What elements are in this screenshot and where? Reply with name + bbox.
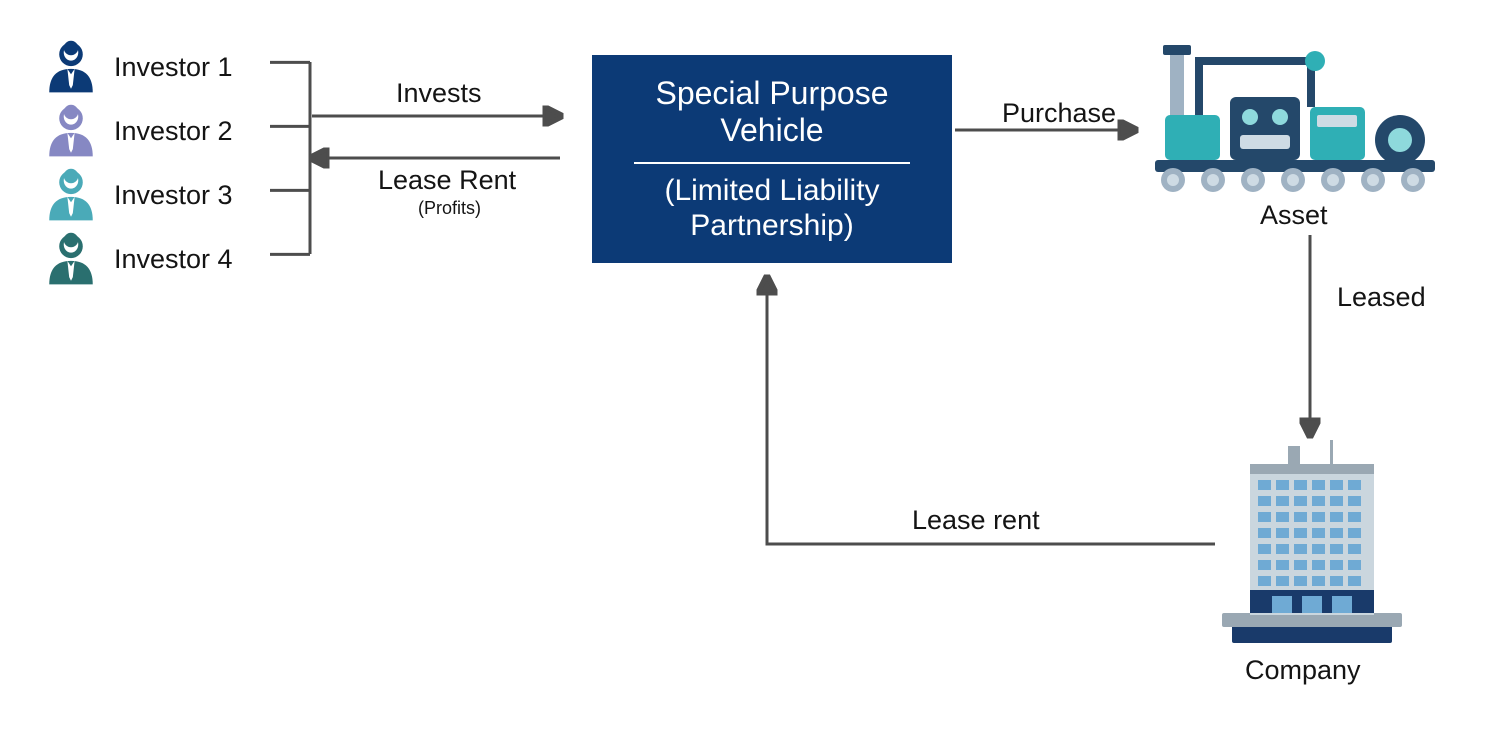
edge-label-leaserent-back: Lease Rent: [378, 165, 516, 196]
person-icon: [42, 102, 100, 160]
spv-divider: [634, 162, 909, 164]
investor-label: Investor 3: [114, 180, 233, 211]
asset-label: Asset: [1260, 200, 1328, 231]
edge-sublabel-profits: (Profits): [418, 198, 481, 219]
machinery-icon: [1155, 45, 1435, 195]
spv-subtitle: (Limited LiabilityPartnership): [664, 174, 879, 243]
edge-label-invests: Invests: [396, 78, 482, 109]
person-icon: [42, 38, 100, 96]
company-node: [1222, 440, 1402, 645]
edge-label-leased: Leased: [1337, 282, 1426, 313]
asset-node: [1155, 45, 1435, 195]
spv-node: Special PurposeVehicle (Limited Liabilit…: [592, 55, 952, 263]
person-icon: [42, 230, 100, 288]
diagram-canvas: Investor 1 Investor 2 Investor 3 Investor 4…: [0, 0, 1504, 732]
spv-title: Special PurposeVehicle: [655, 75, 888, 149]
investor-1: Investor 1: [42, 38, 233, 96]
investor-3: Investor 3: [42, 166, 233, 224]
investor-bracket: [270, 62, 310, 254]
building-icon: [1222, 440, 1402, 645]
person-icon: [42, 166, 100, 224]
investor-label: Investor 4: [114, 244, 233, 275]
investor-2: Investor 2: [42, 102, 233, 160]
edge-label-leaserent-company: Lease rent: [912, 505, 1040, 536]
company-label: Company: [1245, 655, 1361, 686]
investor-4: Investor 4: [42, 230, 233, 288]
investor-label: Investor 1: [114, 52, 233, 83]
edge-label-purchase: Purchase: [1002, 98, 1116, 129]
investor-label: Investor 2: [114, 116, 233, 147]
